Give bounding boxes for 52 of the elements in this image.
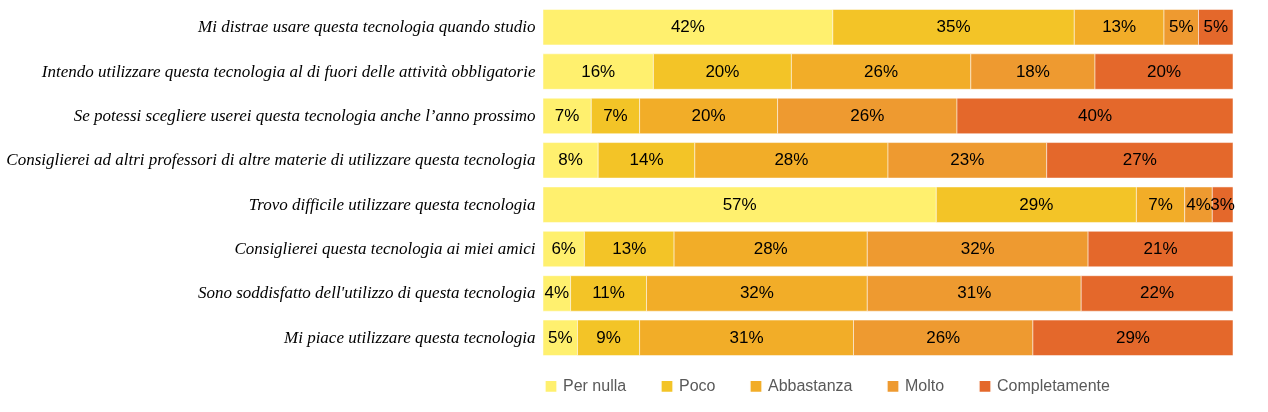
data-label: 6%	[551, 239, 576, 259]
data-label: 4%	[1186, 194, 1211, 214]
data-label: 32%	[960, 239, 995, 259]
data-label: 13%	[612, 239, 647, 259]
data-label: 22%	[1140, 283, 1175, 303]
data-label: 26%	[926, 327, 961, 347]
data-label: 7%	[554, 105, 580, 125]
data-label: 27%	[1122, 150, 1157, 170]
data-label: 28%	[774, 150, 809, 170]
data-label: 29%	[1019, 194, 1054, 214]
legend-label: Molto	[905, 377, 945, 395]
data-label: 35%	[936, 17, 971, 37]
data-label: 5%	[1168, 17, 1194, 37]
data-label: 9%	[596, 327, 621, 347]
y-tick-label: Consiglierei ad altri professori di altre materie di utilizzare questa tecnologia	[6, 150, 536, 170]
legend-label: Poco	[679, 377, 716, 395]
data-label: 11%	[592, 283, 625, 303]
data-label: 16%	[581, 61, 616, 81]
y-tick-label: Mi distrae usare questa tecnologia quando studio	[197, 17, 536, 37]
data-label: 14%	[629, 150, 664, 170]
data-label: 20%	[1146, 61, 1182, 81]
data-label: 23%	[950, 150, 985, 170]
data-label: 20%	[691, 105, 726, 125]
data-label: 40%	[1077, 105, 1113, 125]
y-tick-label: Mi piace utilizzare questa tecnologia	[283, 327, 536, 347]
data-label: 4%	[544, 283, 570, 303]
data-label: 26%	[864, 61, 899, 81]
legend-label: Abbastanza	[768, 377, 853, 395]
data-label: 8%	[558, 150, 583, 170]
data-label: 57%	[722, 194, 757, 214]
data-label: 5%	[1203, 17, 1229, 37]
legend-label: Completamente	[997, 377, 1111, 395]
data-label: 20%	[705, 61, 740, 81]
data-label: 18%	[1015, 61, 1050, 81]
y-tick-label: Trovo difficile utilizzare questa tecnologia	[248, 194, 536, 214]
y-tick-label: Se potessi scegliere userei questa tecnologia anche l’anno prossimo	[73, 105, 536, 125]
data-label: 21%	[1143, 239, 1178, 259]
data-label: 7%	[603, 105, 628, 125]
data-label: 31%	[957, 283, 992, 303]
data-label: 13%	[1102, 17, 1137, 37]
data-label: 26%	[850, 105, 885, 125]
legend-label: Per nulla	[563, 377, 627, 395]
data-label: 42%	[670, 17, 705, 37]
data-label: 32%	[739, 283, 774, 303]
y-tick-label: Intendo utilizzare questa tecnologia al di fuori delle attività obbligatorie	[40, 61, 536, 81]
data-label: 28%	[753, 239, 788, 259]
y-tick-label: Sono soddisfatto dell'utilizzo di questa tecnologia	[198, 283, 536, 303]
data-label: 7%	[1148, 194, 1173, 214]
data-label: 31%	[729, 327, 764, 347]
y-tick-label: Consiglierei questa tecnologia ai miei amici	[234, 239, 536, 259]
data-label: 29%	[1115, 327, 1150, 347]
data-label: 5%	[547, 327, 573, 347]
